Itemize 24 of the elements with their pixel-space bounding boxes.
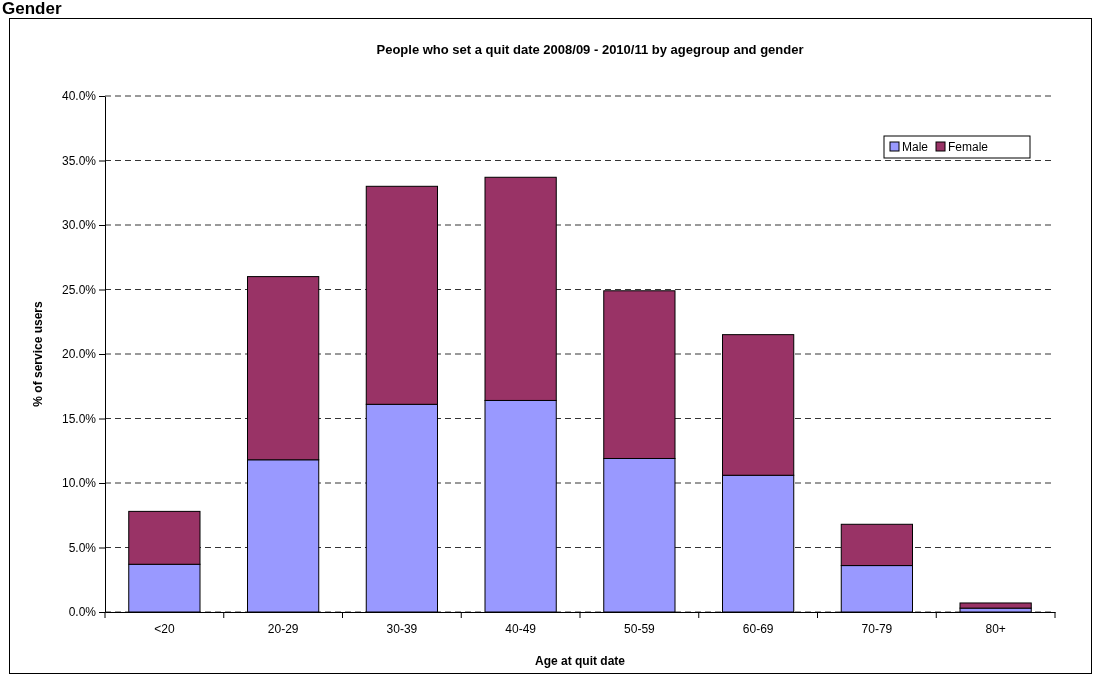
y-tick-label: 10.0%	[61, 476, 97, 491]
bar	[959, 602, 1032, 609]
y-tick-label: 25.0%	[61, 282, 97, 297]
y-tick-label: 5.0%	[68, 540, 97, 555]
legend-label: Female	[948, 140, 989, 154]
y-tick-label: 20.0%	[61, 347, 97, 362]
x-tick-label: 80+	[985, 621, 1006, 636]
chart-title: People who set a quit date 2008/09 - 2010/11 by agegroup and gender	[376, 42, 804, 57]
y-tick-label: 15.0%	[61, 411, 97, 426]
x-axis-title: Age at quit date	[534, 654, 626, 668]
x-tick-label: 30-39	[386, 621, 418, 636]
x-tick-label: 60-69	[742, 621, 774, 636]
x-tick-label: 20-29	[267, 621, 299, 636]
y-tick-label: 0.0%	[68, 605, 97, 620]
y-tick-label: 30.0%	[61, 218, 97, 233]
x-tick-label: 50-59	[624, 621, 656, 636]
x-tick-label: 70-79	[861, 621, 893, 636]
x-tick-label: 40-49	[505, 621, 537, 636]
x-tick-label: <20	[154, 621, 175, 636]
y-tick-label: 40.0%	[61, 89, 97, 104]
legend-label: Male	[902, 140, 929, 154]
y-axis-title: % of service users	[31, 300, 45, 407]
text: Gender	[2, 0, 62, 18]
y-tick-label: 35.0%	[61, 153, 97, 168]
